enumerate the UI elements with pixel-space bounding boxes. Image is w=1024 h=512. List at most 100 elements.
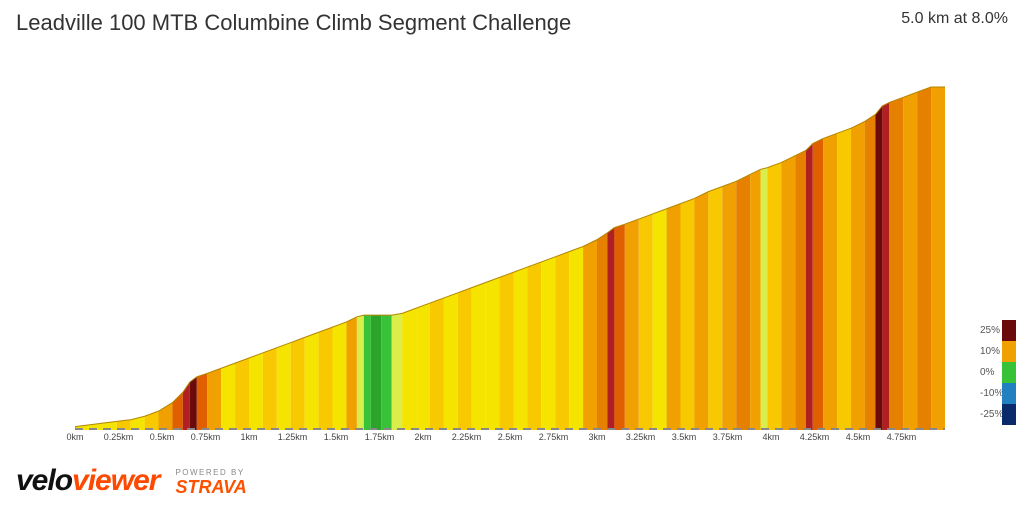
segment-bar xyxy=(851,121,865,430)
segment-bar xyxy=(416,303,430,430)
header: Leadville 100 MTB Columbine Climb Segmen… xyxy=(0,0,1024,46)
profile-svg xyxy=(75,80,945,430)
segment-bar xyxy=(781,156,795,430)
segment-bar xyxy=(197,373,207,430)
page-title: Leadville 100 MTB Columbine Climb Segmen… xyxy=(16,10,571,36)
segment-bar xyxy=(392,313,402,430)
segment-bar xyxy=(458,288,472,430)
segment-bar xyxy=(555,252,569,430)
segment-bar xyxy=(761,168,768,430)
segment-bar xyxy=(750,169,760,430)
segment-bar xyxy=(444,293,458,430)
x-tick-label: 3km xyxy=(588,432,605,442)
segment-bar xyxy=(527,262,541,430)
x-axis: 0km0.25km0.5km0.75km1km1.25km1.5km1.75km… xyxy=(75,432,945,450)
segment-bar xyxy=(402,308,416,430)
segment-bar xyxy=(722,181,736,430)
segment-bar xyxy=(882,102,889,430)
x-tick-label: 3.75km xyxy=(713,432,743,442)
segment-bar xyxy=(346,317,356,430)
legend-label: 25% xyxy=(980,320,1002,341)
segment-bar xyxy=(472,283,486,430)
segment-bar xyxy=(364,315,371,430)
segment-bar xyxy=(639,214,653,430)
powered-by: POWERED BY STRAVA xyxy=(175,468,246,498)
segment-bar xyxy=(823,133,837,430)
x-tick-label: 1.25km xyxy=(278,432,308,442)
segment-bar xyxy=(597,233,607,430)
legend-row: -10% xyxy=(980,383,1020,404)
x-tick-label: 4.25km xyxy=(800,432,830,442)
segment-bar xyxy=(806,144,813,430)
x-tick-label: 0.5km xyxy=(150,432,175,442)
logo-part1: velo xyxy=(16,464,72,497)
strava-logo: STRAVA xyxy=(175,477,246,498)
legend-swatch xyxy=(1002,404,1016,425)
segment-bar xyxy=(291,337,305,430)
segment-bar xyxy=(513,267,527,430)
segment-bar xyxy=(614,224,624,430)
segment-bar xyxy=(931,87,945,430)
legend-swatch xyxy=(1002,341,1016,362)
segment-bar xyxy=(249,353,263,430)
segment-bar xyxy=(190,377,197,430)
x-tick-label: 2.75km xyxy=(539,432,569,442)
segment-bar xyxy=(333,322,347,430)
segment-bar xyxy=(207,368,221,430)
segment-bar xyxy=(486,277,500,430)
legend-label: -25% xyxy=(980,404,1002,425)
segment-bar xyxy=(813,138,823,430)
x-tick-label: 2.25km xyxy=(452,432,482,442)
legend-label: 0% xyxy=(980,362,1002,383)
segment-bar xyxy=(371,315,381,430)
segment-bar xyxy=(625,219,639,430)
x-tick-label: 4.5km xyxy=(846,432,871,442)
powered-by-label: POWERED BY xyxy=(175,468,246,477)
segment-bar xyxy=(305,332,319,430)
segment-bar xyxy=(221,363,235,430)
segment-bar xyxy=(768,162,782,430)
segment-bar xyxy=(583,240,597,430)
veloviewer-logo: veloviewer xyxy=(16,464,159,498)
segment-bar xyxy=(569,246,583,430)
segment-bar xyxy=(865,114,875,430)
x-tick-label: 1.5km xyxy=(324,432,349,442)
segment-bar xyxy=(500,272,514,430)
segment-bar xyxy=(541,257,555,430)
segment-bar xyxy=(263,348,277,430)
segment-bar xyxy=(357,315,364,430)
legend-swatch xyxy=(1002,320,1016,341)
segment-summary: 5.0 km at 8.0% xyxy=(901,10,1008,28)
segment-bar xyxy=(653,209,667,430)
elevation-profile-chart xyxy=(75,80,945,430)
segment-bar xyxy=(235,358,249,430)
segment-bar xyxy=(319,327,333,430)
x-tick-label: 1km xyxy=(240,432,257,442)
segment-bar xyxy=(381,315,391,430)
legend-label: -10% xyxy=(980,383,1002,404)
legend-row: 10% xyxy=(980,341,1020,362)
segment-bar xyxy=(903,92,917,430)
x-tick-label: 3.25km xyxy=(626,432,656,442)
segment-bar xyxy=(889,97,903,430)
segment-bar xyxy=(708,186,722,430)
x-tick-label: 2km xyxy=(414,432,431,442)
legend-label: 10% xyxy=(980,341,1002,362)
segment-bar xyxy=(430,298,444,430)
logo-part2: viewer xyxy=(72,464,159,497)
legend-row: 25% xyxy=(980,320,1020,341)
segment-bar xyxy=(875,106,882,430)
gradient-legend: 25%10%0%-10%-25% xyxy=(980,320,1020,425)
segment-bar xyxy=(681,198,695,430)
x-tick-label: 1.75km xyxy=(365,432,395,442)
x-tick-label: 4km xyxy=(762,432,779,442)
x-tick-label: 0.75km xyxy=(191,432,221,442)
x-tick-label: 0.25km xyxy=(104,432,134,442)
footer: veloviewer POWERED BY STRAVA xyxy=(16,464,247,498)
segment-bar xyxy=(277,343,291,430)
x-tick-label: 0km xyxy=(66,432,83,442)
legend-row: 0% xyxy=(980,362,1020,383)
segment-bar xyxy=(917,87,931,430)
segment-bar xyxy=(736,174,750,430)
segment-bar xyxy=(795,150,805,430)
